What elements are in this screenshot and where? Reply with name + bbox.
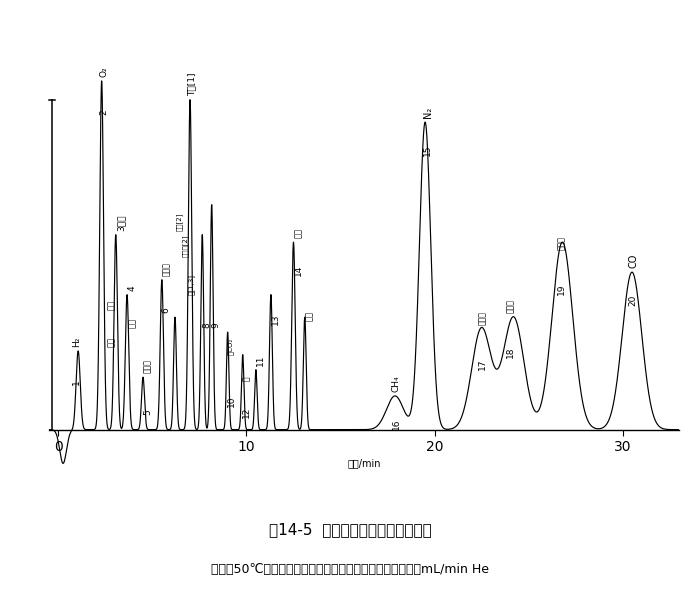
Text: 图14-5  炼油厂气全的气相色谱分析: 图14-5 炼油厂气全的气相色谱分析 [269, 521, 431, 537]
Text: 2: 2 [99, 109, 108, 115]
Text: 丙烷: 丙烷 [107, 337, 116, 347]
Text: 10: 10 [228, 396, 237, 407]
Text: 5: 5 [143, 409, 152, 414]
Text: 正己烷: 正己烷 [506, 300, 515, 313]
Text: 丙烷: 丙烷 [107, 300, 116, 310]
Text: 己烷: 己烷 [305, 311, 314, 321]
Text: 17: 17 [478, 358, 487, 370]
Text: 4: 4 [127, 285, 136, 291]
Text: 烷[1,3]: 烷[1,3] [188, 274, 195, 295]
Text: 16: 16 [391, 418, 400, 429]
Text: 异丁烷: 异丁烷 [143, 359, 152, 373]
Text: 正戊烷: 正戊烷 [557, 236, 566, 249]
Text: 3丙烷: 3丙烷 [116, 215, 125, 231]
Text: 14: 14 [294, 264, 303, 276]
Text: T烷[1]: T烷[1] [188, 72, 197, 96]
Text: 9: 9 [211, 323, 220, 328]
Text: CH₄: CH₄ [391, 376, 400, 392]
Text: 15: 15 [423, 144, 432, 156]
Text: O₂: O₂ [99, 66, 108, 77]
Text: 19: 19 [557, 283, 566, 295]
Text: 丁CO₂: 丁CO₂ [228, 337, 234, 355]
Text: 乙烷: 乙烷 [294, 228, 303, 239]
Text: 18: 18 [506, 347, 515, 358]
Text: 正丁烷[2]: 正丁烷[2] [182, 234, 189, 257]
Text: 11: 11 [256, 355, 265, 366]
Text: CO: CO [629, 254, 638, 269]
Text: 8: 8 [202, 323, 211, 328]
Text: 异戊烷: 异戊烷 [478, 311, 487, 325]
X-axis label: 时间/min: 时间/min [347, 458, 381, 468]
Text: 20: 20 [629, 295, 638, 306]
Text: 6: 6 [162, 307, 171, 313]
Text: 正丁烷: 正丁烷 [162, 262, 171, 276]
Text: 柱温－50℃；检测器－氢火焰离子化和热导检测器；流理－mL/min He: 柱温－50℃；检测器－氢火焰离子化和热导检测器；流理－mL/min He [211, 563, 489, 576]
Text: N₂: N₂ [423, 107, 433, 118]
Text: 12: 12 [242, 407, 251, 419]
Text: 烷: 烷 [242, 376, 251, 381]
Text: H₂: H₂ [72, 337, 81, 347]
Text: 丙烷: 丙烷 [127, 318, 136, 328]
Text: 丁烷[2]: 丁烷[2] [176, 212, 183, 231]
Text: 13: 13 [270, 313, 279, 325]
Text: 1: 1 [72, 379, 81, 385]
